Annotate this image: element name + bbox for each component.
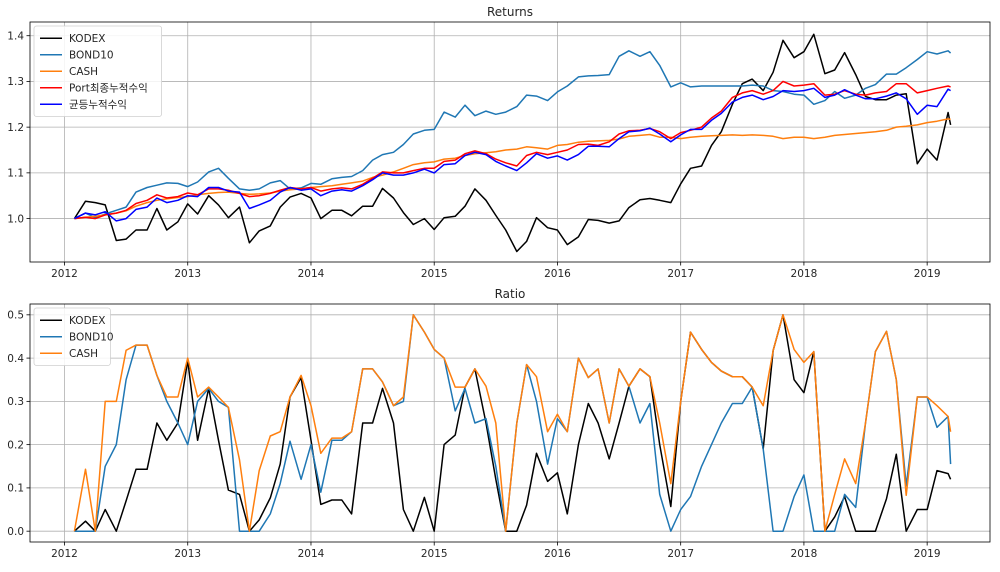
y-tick-label: 0.2 xyxy=(7,439,24,451)
chart-title: Returns xyxy=(487,5,533,19)
x-tick-label: 2016 xyxy=(544,268,571,280)
series-line-BOND10 xyxy=(74,50,952,220)
x-tick-label: 2013 xyxy=(174,268,201,280)
legend-box xyxy=(33,307,111,366)
y-tick-label: 1.0 xyxy=(7,213,24,225)
axes-frame xyxy=(29,303,991,543)
chart-title: Ratio xyxy=(495,287,526,301)
series-group xyxy=(73,33,952,253)
legend-label: KODEX xyxy=(69,315,106,327)
y-tick-label: 1.3 xyxy=(7,76,24,88)
series-line-KODEX xyxy=(73,33,952,253)
x-tick-label: 2014 xyxy=(298,548,325,560)
x-tick-label: 2015 xyxy=(421,548,448,560)
chart-panel-2: 2012 2013 2014 2015 2016 2017 2018 2019 0.0 0.1 0.… xyxy=(7,287,991,560)
legend-label: KODEX xyxy=(69,33,106,45)
legend-label: BOND10 xyxy=(69,50,114,62)
series-line-BOND10 xyxy=(74,314,952,532)
series-line-균등누적수익 xyxy=(74,87,951,222)
legend-label: Port최종누적수익 xyxy=(69,83,148,95)
legend-label: 균등누적수익 xyxy=(69,99,127,111)
y-tick-label: 0.3 xyxy=(7,396,24,408)
y-tick-label: 1.1 xyxy=(7,168,24,180)
legend-label: CASH xyxy=(69,348,98,360)
legend-box xyxy=(33,25,162,117)
x-tick-label: 2015 xyxy=(421,268,448,280)
legend: KODEX BOND10 CASH xyxy=(33,307,114,366)
x-tick-label: 2016 xyxy=(544,548,571,560)
series-line-CASH xyxy=(74,118,951,220)
series-line-KODEX xyxy=(73,314,952,532)
chart-panel-1: 2012 2013 2014 2015 2016 2017 2018 2019 1.0 1.1 1.… xyxy=(7,5,991,280)
y-tick-label: 1.4 xyxy=(7,31,24,43)
x-tick-label: 2014 xyxy=(298,268,325,280)
y-tick-label: 0.0 xyxy=(7,526,24,538)
x-tick-label: 2018 xyxy=(791,548,818,560)
y-tick-label: 0.5 xyxy=(7,310,24,322)
y-tick-label: 0.4 xyxy=(7,353,24,365)
x-tick-label: 2017 xyxy=(667,548,694,560)
x-tick-label: 2017 xyxy=(667,268,694,280)
series-line-CASH xyxy=(73,314,952,532)
x-tick-label: 2019 xyxy=(914,548,941,560)
x-tick-label: 2013 xyxy=(174,548,201,560)
series-group xyxy=(73,314,952,532)
x-tick-label: 2012 xyxy=(51,548,78,560)
y-tick-label: 1.2 xyxy=(7,122,24,134)
x-tick-label: 2012 xyxy=(51,268,78,280)
x-tick-label: 2018 xyxy=(791,268,818,280)
y-tick-label: 0.1 xyxy=(7,483,24,495)
axes-frame xyxy=(29,21,991,263)
legend-label: BOND10 xyxy=(69,332,114,344)
legend-label: CASH xyxy=(69,66,98,78)
x-tick-label: 2019 xyxy=(914,268,941,280)
